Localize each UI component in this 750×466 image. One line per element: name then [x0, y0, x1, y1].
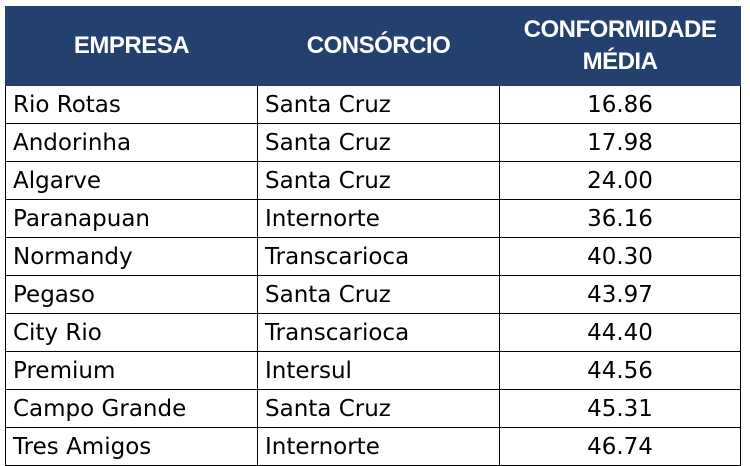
- cell-empresa: Rio Rotas: [5, 85, 258, 124]
- cell-conformidade-media: 40.30: [499, 237, 741, 276]
- cell-conformidade-media: 24.00: [499, 161, 741, 200]
- table-row: Normandy Transcarioca 40.30: [5, 237, 741, 276]
- conformity-table: EMPRESA CONSÓRCIO CONFORMIDADE MÉDIA Rio…: [5, 6, 741, 466]
- table-row: City Rio Transcarioca 44.40: [5, 313, 741, 352]
- cell-conformidade-media: 36.16: [499, 199, 741, 238]
- table-row: Algarve Santa Cruz 24.00: [5, 161, 741, 200]
- header-row: EMPRESA CONSÓRCIO CONFORMIDADE MÉDIA: [5, 6, 741, 86]
- table-row: Paranapuan Internorte 36.16: [5, 199, 741, 238]
- cell-empresa: Premium: [5, 351, 258, 390]
- table-row: Pegaso Santa Cruz 43.97: [5, 275, 741, 314]
- cell-consorcio: Transcarioca: [257, 313, 500, 352]
- cell-conformidade-media: 45.31: [499, 389, 741, 428]
- cell-empresa: Algarve: [5, 161, 258, 200]
- cell-consorcio: Transcarioca: [257, 237, 500, 276]
- table-body: Rio Rotas Santa Cruz 16.86 Andorinha Santa C…: [5, 85, 741, 466]
- cell-empresa: Pegaso: [5, 275, 258, 314]
- cell-conformidade-media: 16.86: [499, 85, 741, 124]
- cell-conformidade-media: 46.74: [499, 427, 741, 466]
- cell-conformidade-media: 44.40: [499, 313, 741, 352]
- cell-conformidade-media: 17.98: [499, 123, 741, 162]
- cell-consorcio: Santa Cruz: [257, 389, 500, 428]
- cell-conformidade-media: 44.56: [499, 351, 741, 390]
- table-header: EMPRESA CONSÓRCIO CONFORMIDADE MÉDIA: [5, 6, 741, 86]
- cell-consorcio: Santa Cruz: [257, 85, 500, 124]
- header-conformidade-line2: MÉDIA: [582, 48, 658, 75]
- cell-consorcio: Santa Cruz: [257, 123, 500, 162]
- table-row: Rio Rotas Santa Cruz 16.86: [5, 85, 741, 124]
- cell-empresa: City Rio: [5, 313, 258, 352]
- cell-consorcio: Internorte: [257, 199, 500, 238]
- cell-empresa: Paranapuan: [5, 199, 258, 238]
- conformity-table-container: EMPRESA CONSÓRCIO CONFORMIDADE MÉDIA Rio…: [5, 6, 741, 466]
- table-row: Andorinha Santa Cruz 17.98: [5, 123, 741, 162]
- header-conformidade-line1: CONFORMIDADE: [523, 16, 717, 43]
- table-row: Premium Intersul 44.56: [5, 351, 741, 390]
- cell-consorcio: Intersul: [257, 351, 500, 390]
- cell-empresa: Andorinha: [5, 123, 258, 162]
- cell-empresa: Normandy: [5, 237, 258, 276]
- cell-consorcio: Santa Cruz: [257, 275, 500, 314]
- header-empresa: EMPRESA: [5, 6, 258, 86]
- header-conformidade-media: CONFORMIDADE MÉDIA: [499, 6, 741, 86]
- table-row: Campo Grande Santa Cruz 45.31: [5, 389, 741, 428]
- header-consorcio: CONSÓRCIO: [257, 6, 500, 86]
- table-row: Tres Amigos Internorte 46.74: [5, 427, 741, 466]
- cell-conformidade-media: 43.97: [499, 275, 741, 314]
- cell-consorcio: Santa Cruz: [257, 161, 500, 200]
- cell-consorcio: Internorte: [257, 427, 500, 466]
- cell-empresa: Campo Grande: [5, 389, 258, 428]
- cell-empresa: Tres Amigos: [5, 427, 258, 466]
